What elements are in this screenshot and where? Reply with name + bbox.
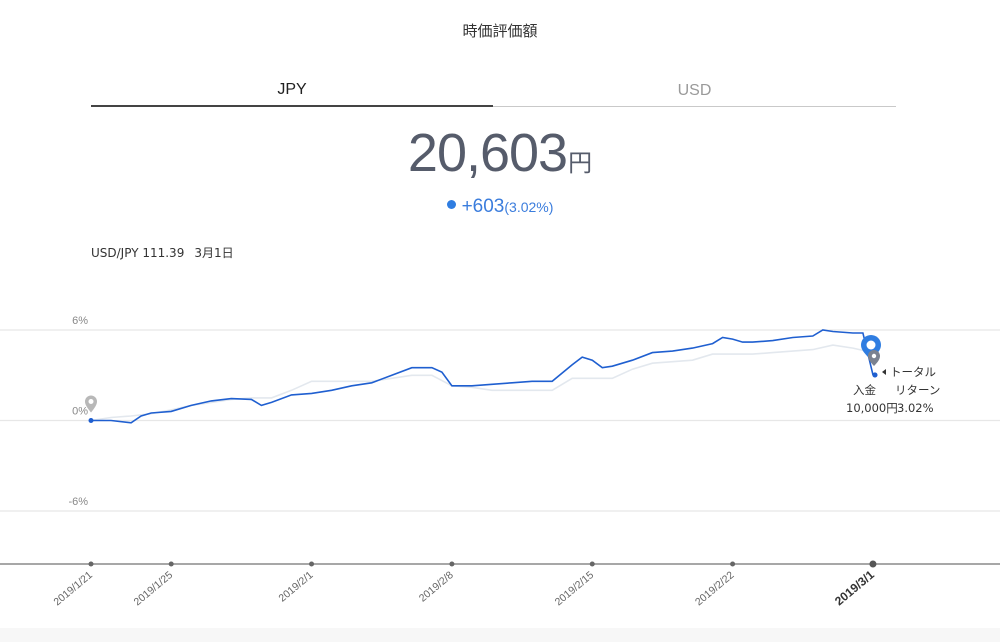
caret-left-icon [882, 369, 886, 375]
total-return-value: 3.02% [897, 401, 934, 415]
start-point [88, 418, 94, 423]
chart-x-axis: 2019/1/21 2019/1/25 2019/2/1 2019/2/8 2019/2… [0, 560, 1000, 608]
current-pin-hole [866, 340, 876, 350]
x-tick-label: 2019/2/1 [276, 569, 315, 605]
x-tick-dot [589, 561, 595, 567]
change-percent: (3.02%) [504, 199, 554, 215]
x-tick-label: 2019/3/1 [832, 567, 877, 608]
fx-rate-label: USD/JPY 111.39 [91, 246, 185, 260]
valuation-amount: 20,603円 [0, 122, 1000, 184]
valuation-number: 20,603 [407, 123, 568, 183]
x-tick-dot [730, 561, 736, 567]
page-title: 時価評価額 [462, 22, 538, 40]
series-line-ghost [90, 344, 874, 422]
x-tick-dot [449, 561, 455, 567]
valuation-change: +603(3.02%) [0, 196, 1000, 218]
chart-y-axis-labels: 6% 0% -6% [68, 315, 88, 508]
deposit-label: 入金 [853, 383, 876, 397]
fx-rate-info: USD/JPY 111.39 3月1日 [91, 244, 234, 261]
x-tick-dot [869, 560, 877, 568]
total-return-label: トータル [890, 365, 936, 379]
bottom-strip [0, 628, 1000, 642]
x-tick-dot [88, 561, 94, 567]
start-pin-hole [88, 399, 94, 404]
change-dot-icon [446, 200, 456, 210]
x-tick-dot [168, 561, 174, 567]
change-amount: +603 [461, 196, 505, 217]
series-line-main [91, 329, 874, 424]
valuation-unit: 円 [568, 150, 593, 177]
x-tick-label: 2019/2/22 [693, 569, 737, 608]
deposit-value: 10,000円 [846, 401, 898, 415]
tab-jpy[interactable]: JPY [91, 78, 493, 107]
tab-usd[interactable]: USD [493, 79, 896, 107]
current-point [872, 372, 878, 378]
deposit-pin-hole [871, 353, 877, 359]
x-tick-label: 2019/2/8 [417, 569, 456, 605]
fx-rate-date: 3月1日 [194, 246, 234, 260]
x-tick-label: 2019/2/15 [553, 569, 597, 608]
x-tick-label: 2019/1/21 [51, 569, 95, 608]
x-tick-label: 2019/1/25 [132, 569, 176, 608]
currency-tabs: JPY USD [91, 78, 896, 107]
x-tick-dot [309, 561, 315, 567]
chart-gridlines [0, 329, 1000, 512]
total-return-label-2: リターン [895, 383, 940, 397]
y-tick-label: 0% [72, 406, 88, 418]
valuation-chart[interactable]: 6% 0% -6% 2019/1/21 2019/1/25 2019/2/1 2019/2… [0, 0, 1000, 628]
y-tick-label: 6% [72, 315, 88, 327]
y-tick-label: -6% [68, 496, 88, 508]
chart-markers [85, 335, 881, 423]
